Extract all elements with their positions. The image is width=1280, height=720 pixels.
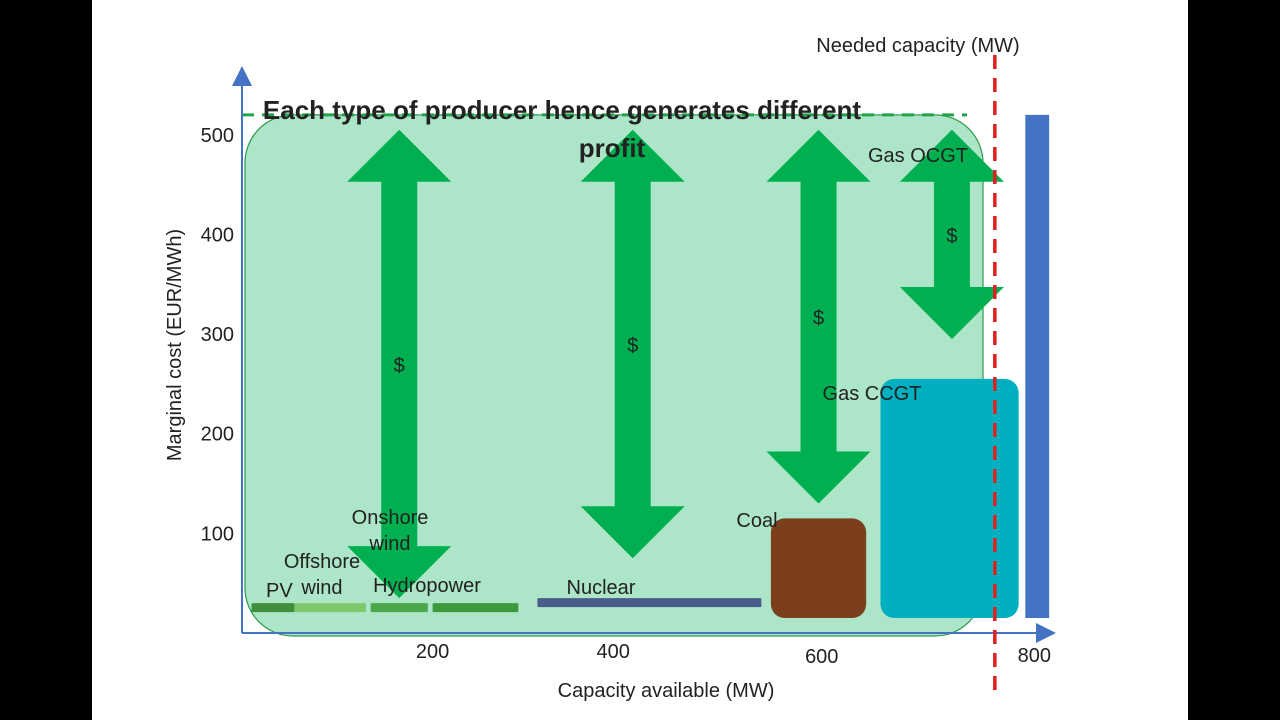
profit-arrow-label-1: $: [394, 355, 405, 377]
y-tick-label-400: 400: [201, 224, 234, 246]
y-tick-label-200: 200: [201, 424, 234, 446]
producer-label-line: Gas OCGT: [868, 145, 968, 167]
producer-label-line: Nuclear: [567, 577, 636, 599]
producer-label-line: Offshore: [284, 551, 360, 573]
producer-label-gas-ocgt: Gas OCGT: [868, 145, 968, 167]
producer-bar-gas-ccgt: [880, 378, 1019, 619]
profit-arrow-1: [347, 129, 452, 599]
producer-label-line: Gas CCGT: [823, 383, 922, 405]
producer-bar-pv: [251, 603, 295, 613]
slide: $ $ $ $ Needed capacity (MW) 200 400 600 800 100…: [92, 0, 1188, 720]
y-tick-label-300: 300: [201, 324, 234, 346]
x-tick-label-200: 200: [416, 641, 449, 663]
x-tick-label-400: 400: [596, 641, 629, 663]
producer-label-nuclear: Nuclear: [567, 577, 636, 599]
profit-arrow-label-3: $: [813, 308, 824, 330]
producer-bar-nuclear: [537, 598, 762, 608]
producer-label-line: wind: [300, 577, 342, 599]
profit-arrow-label-2: $: [627, 335, 638, 357]
producer-label-line: Coal: [736, 510, 777, 532]
x-axis-title: Capacity available (MW): [558, 680, 775, 702]
producer-label-offshore-wind: Offshore wind: [284, 551, 360, 599]
needed-capacity-label: Needed capacity (MW): [816, 35, 1019, 57]
x-tick-label-600: 600: [805, 646, 838, 668]
producer-bar-hydropower: [432, 603, 519, 613]
profit-arrow-label-4: $: [946, 225, 957, 247]
producer-label-line: wind: [368, 533, 410, 555]
profit-arrow-2: [580, 129, 685, 559]
x-tick-label-800: 800: [1018, 645, 1051, 667]
slide-title-line-1: Each type of producer hence generates di…: [263, 95, 861, 125]
producer-bar-offshore-wind: [294, 603, 366, 613]
profit-arrow-4: [899, 129, 1004, 340]
producer-bar-onshore-wind: [370, 603, 428, 613]
producer-label-line: PV: [266, 580, 293, 602]
producer-label-gas-ccgt: Gas CCGT: [823, 383, 922, 405]
y-tick-label-500: 500: [201, 125, 234, 147]
producer-bar-coal: [770, 518, 867, 619]
producer-label-line: Hydropower: [373, 575, 481, 597]
producer-label-pv: PV: [266, 580, 293, 602]
profit-arrow-3: [766, 129, 871, 504]
y-tick-label-100: 100: [201, 523, 234, 545]
slide-title-line-2: profit: [579, 133, 646, 163]
y-axis-title: Marginal cost (EUR/MWh): [164, 229, 186, 461]
producer-bar-gas-ocgt: [1025, 114, 1050, 619]
producer-label-onshore-wind: Onshore wind: [352, 507, 429, 555]
producer-label-line: Onshore: [352, 507, 429, 529]
producer-label-coal: Coal: [736, 510, 777, 532]
merit-order-chart: $ $ $ $ Needed capacity (MW) 200 400 600 800 100…: [164, 35, 1056, 702]
producer-label-hydropower: Hydropower: [373, 575, 481, 597]
